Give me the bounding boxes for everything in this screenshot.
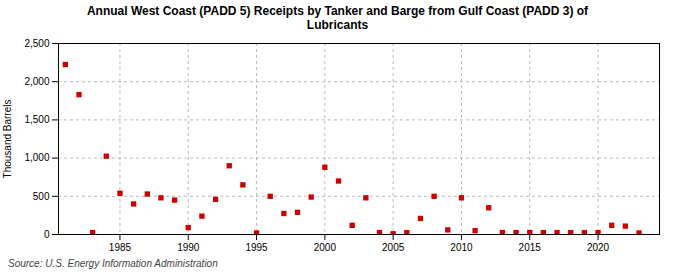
html-text:Annual West Coast (PADD 5) Rec: Annual West Coast (PADD 5) Receipts by T… xyxy=(86,4,589,33)
svg-text:1,000: 1,000 xyxy=(24,152,49,163)
svg-text:1995: 1995 xyxy=(245,241,268,252)
svg-text:1990: 1990 xyxy=(177,241,200,252)
svg-text:Thousand Barrels: Thousand Barrels xyxy=(2,99,13,178)
svg-text:2015: 2015 xyxy=(519,241,542,252)
svg-text:2005: 2005 xyxy=(382,241,405,252)
svg-text:2010: 2010 xyxy=(450,241,473,252)
html-text:Source: U.S. Energy Informatio: Source: U.S. Energy Information Administ… xyxy=(8,257,218,269)
svg-text:2000: 2000 xyxy=(314,241,337,252)
svg-text:2,500: 2,500 xyxy=(24,37,49,48)
svg-text:1985: 1985 xyxy=(109,241,132,252)
svg-text:0: 0 xyxy=(44,228,50,239)
svg-text:1,500: 1,500 xyxy=(24,114,49,125)
svg-text:500: 500 xyxy=(33,190,50,201)
svg-text:2,000: 2,000 xyxy=(24,76,49,87)
svg-text:2020: 2020 xyxy=(587,241,610,252)
